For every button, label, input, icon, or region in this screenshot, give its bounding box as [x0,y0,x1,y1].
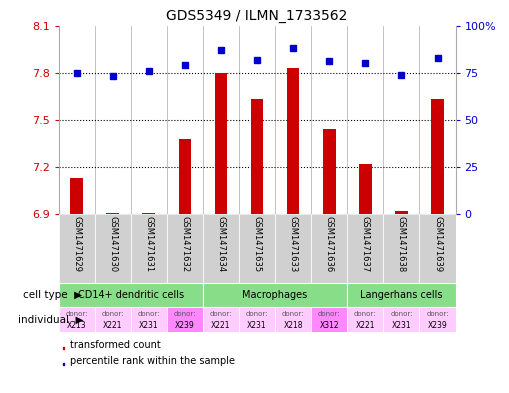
Text: GSM1471635: GSM1471635 [252,216,262,272]
Bar [419,307,456,332]
Bar [95,214,131,283]
Bar [419,214,456,283]
Bar [203,307,239,332]
Text: X231: X231 [139,321,159,330]
Text: X213: X213 [67,321,87,330]
Text: GSM1471638: GSM1471638 [397,216,406,272]
Bar [167,214,203,283]
Bar [323,129,335,214]
Text: donor:: donor: [282,311,304,317]
Text: Macrophages: Macrophages [242,290,308,300]
Bar [143,213,155,214]
Text: donor:: donor: [318,311,341,317]
Text: donor:: donor: [137,311,160,317]
Text: GSM1471637: GSM1471637 [361,216,370,272]
Bar [131,214,167,283]
Bar [311,307,347,332]
Bar [59,307,95,332]
Text: Langerhans cells: Langerhans cells [360,290,443,300]
Bar [275,307,311,332]
Text: GSM1471633: GSM1471633 [289,216,298,272]
Text: GSM1471639: GSM1471639 [433,216,442,272]
Bar [167,307,203,332]
Text: GSM1471631: GSM1471631 [144,216,153,272]
Text: donor:: donor: [246,311,268,317]
Bar [347,283,456,307]
Bar [251,99,263,214]
Text: GSM1471632: GSM1471632 [180,216,189,272]
Bar [63,347,64,349]
Text: individual  ▶: individual ▶ [18,314,83,325]
Bar [179,139,191,214]
Text: X221: X221 [211,321,231,330]
Text: CD14+ dendritic cells: CD14+ dendritic cells [78,290,184,300]
Bar [275,214,311,283]
Bar [95,307,131,332]
Bar [70,178,83,214]
Text: donor:: donor: [426,311,449,317]
Bar [311,214,347,283]
Text: donor:: donor: [101,311,124,317]
Bar [203,283,347,307]
Text: X218: X218 [284,321,303,330]
Text: GSM1471629: GSM1471629 [72,216,81,272]
Bar [383,214,419,283]
Text: cell type  ▶: cell type ▶ [23,290,82,300]
Bar [131,307,167,332]
Text: donor:: donor: [390,311,413,317]
Text: GSM1471636: GSM1471636 [325,216,334,272]
Text: X239: X239 [428,321,447,330]
Bar [431,99,444,214]
Text: GSM1471634: GSM1471634 [216,216,225,272]
Bar [63,363,64,365]
Bar [287,68,299,214]
Text: donor:: donor: [354,311,377,317]
Text: GSM1471630: GSM1471630 [108,216,117,272]
Text: X231: X231 [247,321,267,330]
Bar [59,283,203,307]
Text: transformed count: transformed count [70,340,160,350]
Text: donor:: donor: [210,311,232,317]
Bar [239,214,275,283]
Text: donor:: donor: [174,311,196,317]
Bar [383,307,419,332]
Bar [347,214,383,283]
Text: donor:: donor: [65,311,88,317]
Text: X231: X231 [391,321,411,330]
Bar [359,164,372,214]
Bar [347,307,383,332]
Bar [203,214,239,283]
Title: GDS5349 / ILMN_1733562: GDS5349 / ILMN_1733562 [166,9,348,23]
Text: percentile rank within the sample: percentile rank within the sample [70,356,235,366]
Bar [215,73,227,214]
Bar [239,307,275,332]
Bar [106,213,119,214]
Text: X312: X312 [320,321,339,330]
Text: X221: X221 [103,321,123,330]
Text: X239: X239 [175,321,195,330]
Bar [395,211,408,214]
Bar [59,214,95,283]
Text: X221: X221 [356,321,375,330]
